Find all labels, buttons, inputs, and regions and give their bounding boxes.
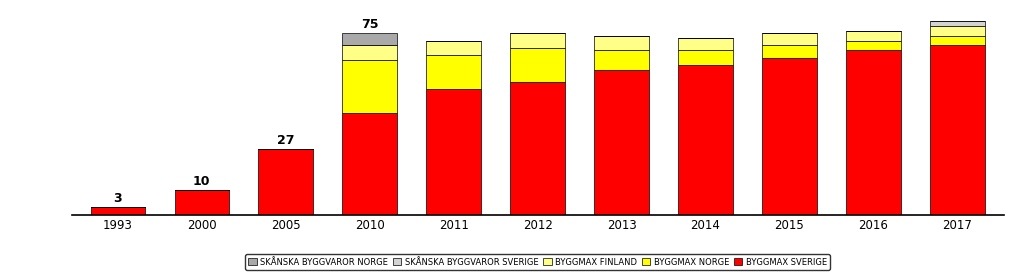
Bar	[762, 45, 817, 57]
Bar	[678, 65, 733, 214]
Bar	[846, 41, 901, 50]
Bar	[846, 50, 901, 214]
Bar	[930, 45, 985, 214]
Bar	[846, 31, 901, 41]
Bar	[342, 60, 397, 113]
Bar	[762, 57, 817, 214]
Bar	[678, 38, 733, 50]
Bar	[426, 41, 481, 55]
Bar	[594, 36, 649, 50]
Bar	[426, 55, 481, 89]
Bar	[930, 26, 985, 36]
Bar	[342, 45, 397, 60]
Bar	[90, 207, 145, 214]
Bar	[510, 33, 565, 48]
Bar	[594, 70, 649, 214]
Text: 75: 75	[360, 18, 379, 31]
Bar	[930, 21, 985, 26]
Legend: SKÅNSKA BYGGVAROR NORGE, SKÅNSKA BYGGVAROR SVERIGE, BYGGMAX FINLAND, BYGGMAX NOR: SKÅNSKA BYGGVAROR NORGE, SKÅNSKA BYGGVAR…	[245, 254, 830, 270]
Bar	[426, 89, 481, 214]
Bar	[510, 48, 565, 82]
Bar	[594, 50, 649, 70]
Text: 27: 27	[278, 134, 295, 147]
Text: 10: 10	[194, 175, 211, 188]
Bar	[762, 33, 817, 45]
Bar	[342, 113, 397, 214]
Bar	[258, 149, 313, 214]
Bar	[342, 33, 397, 45]
Text: 3: 3	[114, 192, 122, 205]
Bar	[930, 36, 985, 45]
Bar	[678, 50, 733, 65]
Bar	[174, 190, 229, 214]
Bar	[510, 82, 565, 214]
